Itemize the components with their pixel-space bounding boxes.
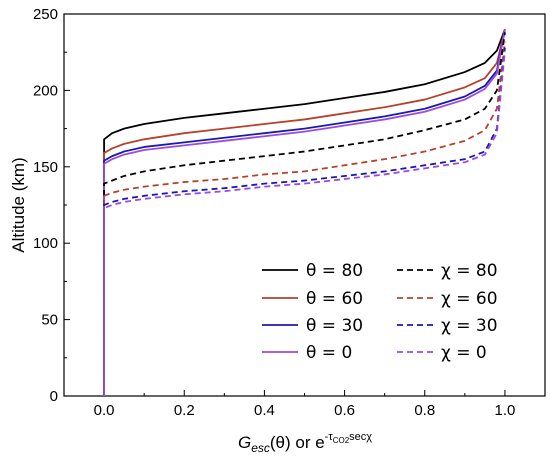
legend-label: θ = 30 xyxy=(306,316,363,336)
tick-labels: 0.0 0.2 0.4 0.6 0.8 1.0 0 50 100 150 200 250 xyxy=(33,6,515,419)
series-line xyxy=(103,28,506,396)
x-tick-label: 1.0 xyxy=(494,402,515,419)
x-title-base: G xyxy=(238,433,251,452)
y-tick-label: 50 xyxy=(41,312,58,329)
x-tick-label: 0.4 xyxy=(254,402,275,419)
y-axis-title: Altitude (km) xyxy=(9,157,28,252)
legend-label: χ = 60 xyxy=(441,289,498,309)
x-tick-label: 0.2 xyxy=(174,402,195,419)
x-axis-title: Gesc(θ) or e-τCO2secχ xyxy=(238,431,372,455)
x-title-sup-sub: CO2 xyxy=(333,436,350,445)
series-lines xyxy=(103,28,506,396)
y-tick-label: 250 xyxy=(33,6,58,23)
legend-label: χ = 80 xyxy=(441,261,498,281)
x-tick-label: 0.6 xyxy=(334,402,355,419)
y-tick-label: 200 xyxy=(33,82,58,99)
series-line xyxy=(103,47,506,396)
legend-label: χ = 0 xyxy=(441,343,487,363)
x-tick-label: 0.0 xyxy=(94,402,115,419)
y-tick-label: 0 xyxy=(50,388,58,405)
x-title-sup: -τ xyxy=(325,431,334,443)
axis-ticks xyxy=(63,13,546,397)
x-title-sup-tail: secχ xyxy=(349,431,372,443)
series-line xyxy=(103,50,506,396)
x-tick-label: 0.8 xyxy=(414,402,435,419)
series-line xyxy=(103,29,506,396)
series-line xyxy=(103,29,506,396)
x-title-sub: esc xyxy=(251,441,270,455)
legend-label: θ = 60 xyxy=(306,289,363,309)
series-line xyxy=(103,29,506,396)
series-line xyxy=(103,41,506,396)
legend: θ = 80 θ = 60 θ = 30 θ = 0 χ = 80 χ = 60 χ = 3… xyxy=(262,261,498,363)
legend-label: χ = 30 xyxy=(441,316,498,336)
y-tick-label: 150 xyxy=(33,159,58,176)
legend-label: θ = 0 xyxy=(306,343,352,363)
y-tick-label: 100 xyxy=(33,235,58,252)
plot-frame xyxy=(63,13,546,397)
series-line xyxy=(103,32,506,396)
x-title-tail: (θ) or e xyxy=(270,433,325,452)
legend-label: θ = 80 xyxy=(306,261,363,281)
